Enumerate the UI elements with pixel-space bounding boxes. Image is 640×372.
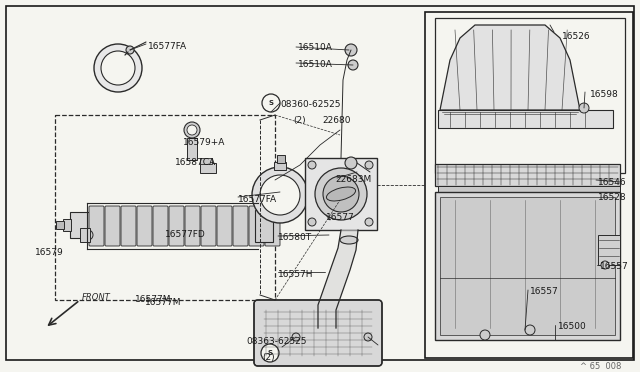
Text: 16577FA: 16577FA (148, 42, 187, 51)
Circle shape (308, 218, 316, 226)
Circle shape (365, 218, 373, 226)
Text: 16580T: 16580T (278, 233, 312, 242)
Bar (277, 155, 285, 163)
Circle shape (579, 103, 589, 113)
FancyBboxPatch shape (137, 206, 152, 246)
Bar (435, 164, 620, 186)
Text: 16557: 16557 (530, 287, 559, 296)
Text: 16528: 16528 (598, 193, 627, 202)
Text: 16577FA: 16577FA (238, 195, 277, 204)
Bar (440, 197, 615, 335)
Circle shape (126, 46, 134, 54)
Text: 16577FD: 16577FD (165, 230, 205, 239)
Circle shape (101, 51, 135, 85)
FancyBboxPatch shape (217, 206, 232, 246)
Bar (435, 18, 625, 173)
Circle shape (292, 333, 300, 341)
Ellipse shape (326, 187, 356, 201)
FancyBboxPatch shape (153, 206, 168, 246)
Bar (425, 12, 633, 358)
Text: 16526: 16526 (562, 32, 591, 41)
FancyBboxPatch shape (249, 206, 264, 246)
Text: 16577M: 16577M (145, 298, 182, 307)
Circle shape (601, 261, 609, 269)
Text: S: S (268, 350, 273, 356)
Text: 22683M: 22683M (335, 175, 371, 184)
Bar (200, 163, 216, 173)
Text: 16577: 16577 (326, 213, 355, 222)
Circle shape (184, 122, 200, 138)
Circle shape (187, 125, 197, 135)
Circle shape (261, 344, 279, 362)
Circle shape (260, 175, 300, 215)
FancyBboxPatch shape (105, 206, 120, 246)
Circle shape (262, 94, 280, 112)
Circle shape (345, 44, 357, 56)
Bar (70, 212, 90, 238)
Circle shape (83, 230, 93, 240)
Bar (55, 115, 275, 300)
Ellipse shape (340, 236, 358, 244)
Polygon shape (440, 25, 580, 110)
Bar (438, 186, 620, 192)
Bar (435, 192, 620, 340)
Circle shape (345, 157, 357, 169)
Bar (187, 138, 197, 160)
FancyBboxPatch shape (265, 206, 280, 246)
FancyBboxPatch shape (254, 300, 382, 366)
Circle shape (364, 333, 372, 341)
Text: 16598: 16598 (590, 90, 619, 99)
Circle shape (94, 44, 142, 92)
Circle shape (480, 330, 490, 340)
Bar (255, 210, 273, 242)
Text: 16557: 16557 (600, 262, 628, 271)
Text: 16500: 16500 (558, 322, 587, 331)
Text: 16557H: 16557H (278, 270, 314, 279)
FancyBboxPatch shape (233, 206, 248, 246)
FancyBboxPatch shape (89, 206, 104, 246)
Circle shape (365, 161, 373, 169)
Text: 16510A: 16510A (298, 60, 333, 69)
FancyBboxPatch shape (201, 206, 216, 246)
Text: 16587CA: 16587CA (175, 158, 216, 167)
Text: 22680: 22680 (322, 116, 351, 125)
FancyBboxPatch shape (121, 206, 136, 246)
Bar (200, 158, 212, 164)
Bar (438, 110, 613, 128)
FancyBboxPatch shape (169, 206, 184, 246)
Text: 16510A: 16510A (298, 43, 333, 52)
Text: S: S (269, 100, 273, 106)
Bar (274, 162, 286, 170)
Text: (2): (2) (262, 353, 275, 362)
Bar (80, 228, 90, 242)
Circle shape (308, 161, 316, 169)
Circle shape (348, 60, 358, 70)
Polygon shape (318, 230, 358, 328)
Text: FRONT: FRONT (82, 293, 111, 302)
Bar (598, 235, 620, 265)
Text: (2): (2) (293, 116, 306, 125)
Circle shape (525, 325, 535, 335)
Text: 08360-62525: 08360-62525 (280, 100, 340, 109)
Circle shape (315, 168, 367, 220)
Text: 08363-62525: 08363-62525 (246, 337, 307, 346)
Text: ^ 65  008: ^ 65 008 (580, 362, 621, 371)
Text: 16577M: 16577M (135, 295, 172, 304)
Circle shape (252, 167, 308, 223)
FancyBboxPatch shape (185, 206, 200, 246)
Text: 16546: 16546 (598, 178, 627, 187)
Text: 16579+A: 16579+A (183, 138, 225, 147)
Bar (305, 158, 377, 230)
Bar (56, 221, 64, 229)
Circle shape (323, 176, 359, 212)
Text: 16579: 16579 (35, 248, 64, 257)
Bar (63, 219, 71, 231)
